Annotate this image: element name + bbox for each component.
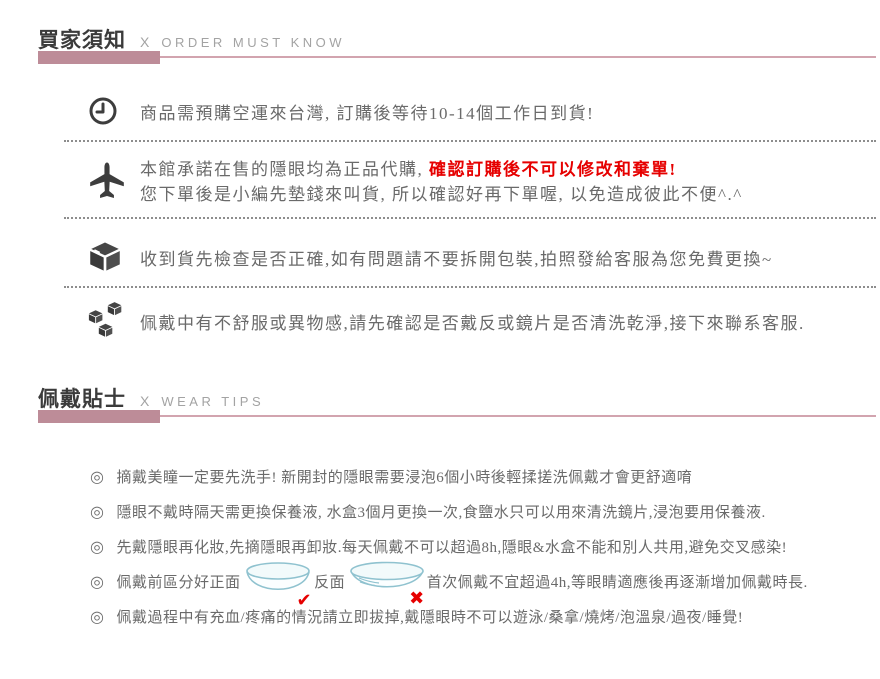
- tip-lens-orientation-text2: 反面: [314, 574, 346, 591]
- tip-lens-orientation-text1: 佩戴前區分好正面: [116, 574, 241, 591]
- bullseye-bullet-icon: ◎: [90, 606, 105, 626]
- tip-remove-if-pain: ◎ 佩戴過程中有充血/疼痛的情況請立即拔掉,戴隱眼時不可以遊泳/桑拿/燒烤/泡溫…: [90, 603, 743, 629]
- underline-accent-block: [38, 410, 160, 423]
- notice-preorder: 本館承諾在售的隱眼均為正品代購, 確認訂購後不可以修改和棄單! 您下單後是小編先…: [88, 153, 743, 211]
- order-section-underline: [38, 51, 876, 64]
- wear-section-title-cn: 佩戴貼士: [38, 388, 126, 411]
- dotted-divider: [64, 217, 876, 219]
- notice-discomfort: 佩戴中有不舒服或異物感,請先確認是否戴反或鏡片是否清洗乾淨,接下來聯系客服.: [88, 296, 805, 346]
- tip-lens-orientation: ◎ 佩戴前區分好正面 ✔ 反面 ✖ 首次佩戴不宜超過4h,等眼睛適應後再逐漸增加…: [90, 556, 808, 611]
- order-section-title-cn: 買家須知: [38, 29, 126, 52]
- cross-mark-icon: ✖: [409, 588, 425, 609]
- underline-thin-rule: [38, 56, 876, 58]
- bullseye-bullet-icon: ◎: [90, 571, 105, 591]
- packages-icon: [88, 301, 140, 341]
- bullseye-bullet-icon: ◎: [90, 501, 105, 521]
- lens-wrong-illustration: ✖: [347, 561, 425, 609]
- notice-discomfort-text: 佩戴中有不舒服或異物感,請先確認是否戴反或鏡片是否清洗乾淨,接下來聯系客服.: [140, 313, 805, 333]
- notice-shipping: 商品需預購空運來台灣, 訂購後等待10-14個工作日到貨!: [88, 90, 594, 132]
- wear-section-underline: [38, 410, 876, 423]
- underline-thin-rule: [38, 415, 876, 417]
- wear-section-header: 佩戴貼士 X WEAR TIPS: [38, 383, 264, 413]
- tip-wash-hands-text: 摘戴美瞳一定要先洗手! 新開封的隱眼需要浸泡6個小時後輕揉搓洗佩戴才會更舒適唷: [116, 469, 693, 486]
- tip-makeup-hygiene: ◎ 先戴隱眼再化妝,先摘隱眼再卸妝.每天佩戴不可以超過8h,隱眼&水盒不能和別人…: [90, 533, 787, 559]
- tip-lens-orientation-text3: 首次佩戴不宜超過4h,等眼睛適應後再逐漸增加佩戴時長.: [426, 574, 808, 591]
- notice-preorder-line1-normal: 本館承諾在售的隱眼均為正品代購,: [140, 160, 429, 179]
- dotted-divider: [64, 286, 876, 288]
- order-section-title-en: ORDER MUST KNOW: [161, 35, 346, 50]
- package-icon: [88, 240, 140, 274]
- underline-accent-block: [38, 51, 160, 64]
- notice-inspection-text: 收到貨先檢查是否正確,如有問題請不要拆開包裝,拍照發給客服為您免費更換~: [140, 249, 773, 269]
- notice-preorder-line1: 本館承諾在售的隱眼均為正品代購, 確認訂購後不可以修改和棄單!: [140, 157, 743, 182]
- tip-remove-if-pain-text: 佩戴過程中有充血/疼痛的情況請立即拔掉,戴隱眼時不可以遊泳/桑拿/燒烤/泡溫泉/…: [116, 609, 744, 626]
- order-section-header: 買家須知 X ORDER MUST KNOW: [38, 24, 345, 54]
- tip-makeup-hygiene-text: 先戴隱眼再化妝,先摘隱眼再卸妝.每天佩戴不可以超過8h,隱眼&水盒不能和別人共用…: [116, 539, 788, 556]
- wear-section-cross: X: [140, 393, 150, 409]
- clock-icon: [88, 96, 140, 126]
- tip-wash-hands: ◎ 摘戴美瞳一定要先洗手! 新開封的隱眼需要浸泡6個小時後輕揉搓洗佩戴才會更舒適…: [90, 463, 692, 489]
- tip-solution-change-text: 隱眼不戴時隔天需更換保養液, 水盒3個月更換一次,食鹽水只可以用來清洗鏡片,浸泡…: [116, 504, 766, 521]
- lens-correct-illustration: ✔: [242, 559, 312, 611]
- airplane-icon: [88, 160, 140, 204]
- bullseye-bullet-icon: ◎: [90, 466, 105, 486]
- notice-preorder-line1-alert: 確認訂購後不可以修改和棄單!: [429, 160, 677, 179]
- dotted-divider: [64, 140, 876, 142]
- notice-preorder-lines: 本館承諾在售的隱眼均為正品代購, 確認訂購後不可以修改和棄單! 您下單後是小編先…: [140, 157, 743, 207]
- notice-preorder-line2: 您下單後是小編先墊錢來叫貨, 所以確認好再下單喔, 以免造成彼此不便^.^: [140, 185, 743, 204]
- check-mark-icon: ✔: [296, 590, 313, 611]
- wear-section-title-en: WEAR TIPS: [161, 394, 265, 409]
- tip-solution-change: ◎ 隱眼不戴時隔天需更換保養液, 水盒3個月更換一次,食鹽水只可以用來清洗鏡片,…: [90, 498, 766, 524]
- notice-shipping-text: 商品需預購空運來台灣, 訂購後等待10-14個工作日到貨!: [140, 103, 595, 123]
- order-section-cross: X: [140, 34, 150, 50]
- bullseye-bullet-icon: ◎: [90, 536, 105, 556]
- notice-inspection: 收到貨先檢查是否正確,如有問題請不要拆開包裝,拍照發給客服為您免費更換~: [88, 234, 773, 280]
